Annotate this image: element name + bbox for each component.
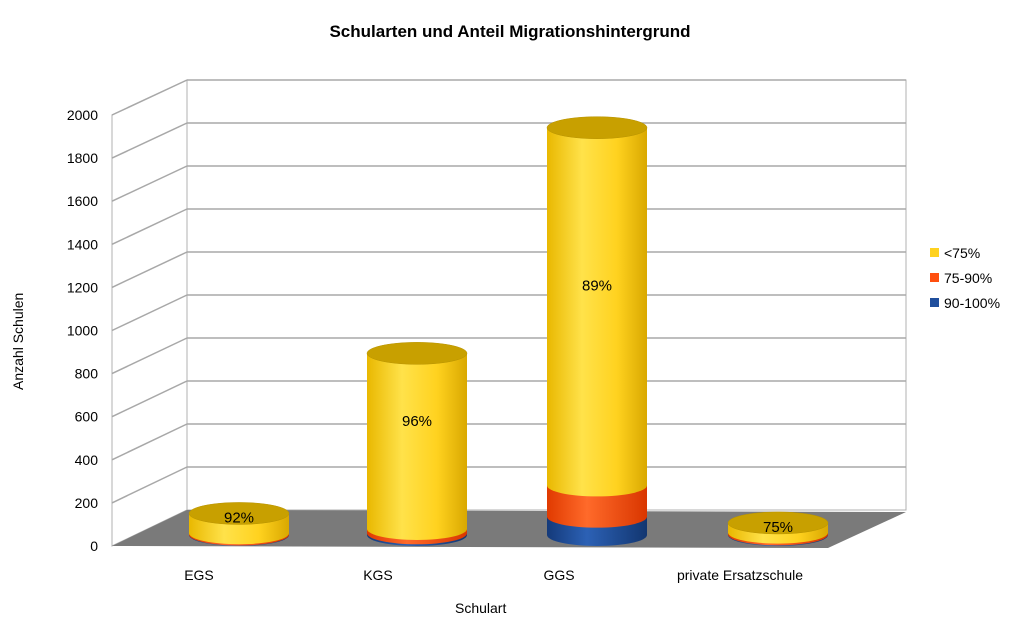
bar-group: 92% xyxy=(188,502,290,546)
gridline-side xyxy=(111,380,188,418)
y-axis-label: Anzahl Schulen xyxy=(10,292,26,390)
data-label: 89% xyxy=(582,278,612,295)
legend-item: 75-90% xyxy=(930,265,1000,290)
bar-segment xyxy=(547,485,647,528)
data-label: 92% xyxy=(224,509,254,526)
y-tick-label: 0 xyxy=(90,538,98,554)
gridline-side xyxy=(111,423,188,461)
bar-segment xyxy=(367,353,467,540)
legend-item: 90-100% xyxy=(930,290,1000,315)
x-tick-label: private Ersatzschule xyxy=(677,567,803,583)
legend-item: <75% xyxy=(930,240,1000,265)
y-tick-label: 800 xyxy=(75,366,99,382)
bar-top-cap xyxy=(727,511,829,535)
y-tick-label: 600 xyxy=(75,409,99,425)
bar-segment xyxy=(547,127,647,497)
bar-top-cap xyxy=(366,342,468,365)
y-tick-label: 1400 xyxy=(67,236,98,252)
floor xyxy=(112,510,906,548)
bar-group: 75% xyxy=(727,511,829,546)
legend-swatch xyxy=(930,298,939,307)
legend-label: 75-90% xyxy=(944,269,993,286)
legend-swatch xyxy=(930,273,939,282)
bar-group: 89% xyxy=(546,116,648,546)
chart-title: Schularten und Anteil Migrationshintergr… xyxy=(329,22,691,41)
legend: <75% 75-90% 90-100% xyxy=(930,240,1000,315)
gridline-side xyxy=(111,122,188,159)
x-tick-label: EGS xyxy=(184,567,214,583)
y-tick-label: 1200 xyxy=(67,279,98,295)
data-label: 75% xyxy=(763,519,793,536)
x-axis-label: Schulart xyxy=(455,600,507,616)
y-tick-label: 200 xyxy=(75,495,99,511)
legend-label: 90-100% xyxy=(944,294,1001,311)
y-tick-label: 1800 xyxy=(67,150,98,166)
gridline-side xyxy=(111,337,188,375)
bar-top-cap xyxy=(188,502,290,525)
gridline-side xyxy=(111,165,188,202)
bar-top-cap xyxy=(546,116,648,139)
gridline-side xyxy=(111,251,188,289)
data-label: 96% xyxy=(402,413,432,430)
gridline-side xyxy=(111,466,188,504)
y-tick-label: 1000 xyxy=(67,323,98,339)
gridline-side xyxy=(111,294,188,332)
x-tick-label: GGS xyxy=(543,567,574,583)
gridline-side xyxy=(111,79,188,116)
y-tick-label: 2000 xyxy=(67,107,98,123)
bar-group: 96% xyxy=(366,342,468,546)
y-tick-label: 400 xyxy=(75,452,99,468)
legend-swatch xyxy=(930,248,939,257)
legend-label: <75% xyxy=(944,244,981,261)
gridline-side xyxy=(111,208,188,245)
y-tick-label: 1600 xyxy=(67,193,98,209)
x-tick-label: KGS xyxy=(363,567,393,583)
